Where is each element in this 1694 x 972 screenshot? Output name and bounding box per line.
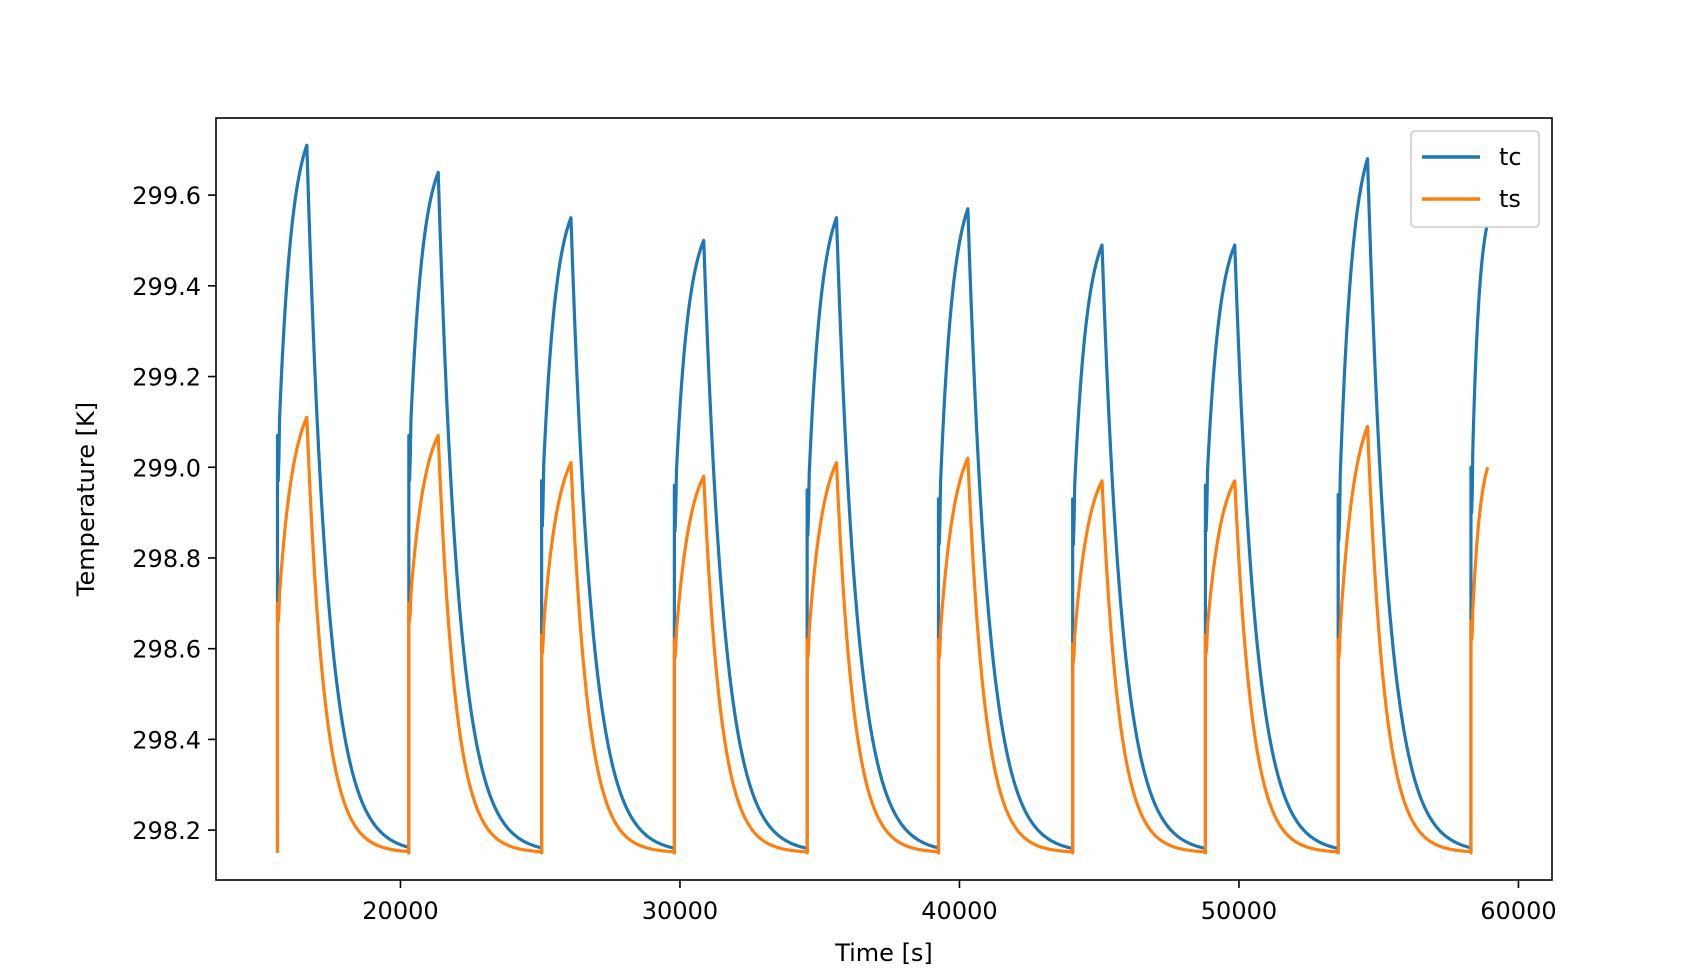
y-tick-label: 299.2 <box>132 364 201 392</box>
y-tick-label: 298.2 <box>132 817 201 845</box>
y-axis: 298.2 298.4 298.6 298.8 299.0 299.2 299.4 299.6 <box>132 182 216 845</box>
y-tick-label: 299.4 <box>132 273 201 301</box>
x-axis: 20000 30000 40000 50000 60000 <box>362 880 1557 925</box>
series-layer <box>275 143 1490 855</box>
legend-box <box>1410 130 1540 228</box>
x-tick-label: 50000 <box>1201 897 1277 925</box>
legend-label-tc: tc <box>1499 143 1522 171</box>
x-tick-label: 60000 <box>1480 897 1556 925</box>
y-tick-label: 299.0 <box>132 454 201 482</box>
legend: tc ts <box>1410 130 1540 228</box>
y-axis-label: Temperature [K] <box>72 402 100 597</box>
y-tick-label: 298.8 <box>132 545 201 573</box>
y-tick-label: 299.6 <box>132 182 201 210</box>
x-axis-label: Time [s] <box>834 939 933 967</box>
y-tick-label: 298.4 <box>132 726 201 754</box>
series-line-ts <box>275 415 1490 855</box>
legend-label-ts: ts <box>1499 185 1521 213</box>
plot-frame <box>215 117 1553 881</box>
series-line-tc <box>275 143 1490 855</box>
x-tick-label: 30000 <box>642 897 718 925</box>
x-tick-label: 40000 <box>921 897 997 925</box>
y-tick-label: 298.6 <box>132 636 201 664</box>
x-tick-label: 20000 <box>362 897 438 925</box>
